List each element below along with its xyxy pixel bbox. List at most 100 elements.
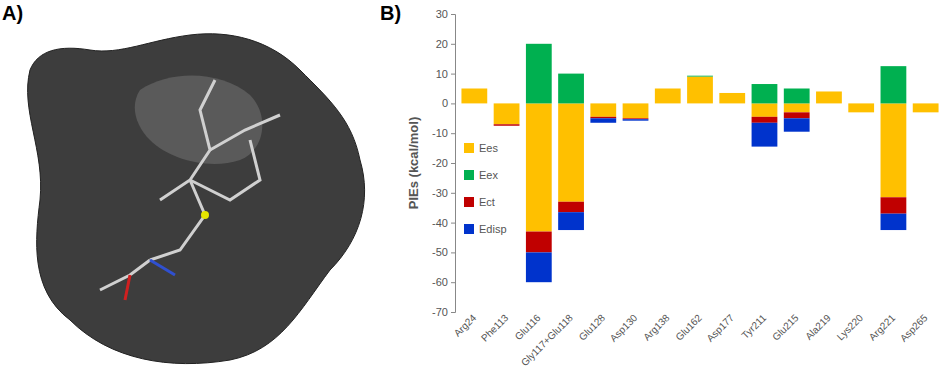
- bar-segment: [816, 91, 842, 103]
- ligand-stick: [210, 115, 280, 150]
- y-tick-label: -10: [432, 127, 448, 139]
- bar-segment: [461, 103, 487, 104]
- legend-item: Eex: [464, 169, 498, 181]
- bar-segment: [655, 103, 681, 104]
- bar-segment: [881, 66, 907, 103]
- x-tick-label: Arg221: [867, 312, 898, 343]
- y-tick-label: 20: [436, 38, 448, 50]
- y-tick: 0: [442, 97, 455, 109]
- x-tick-label: Phe113: [479, 312, 511, 344]
- legend-swatch: [464, 143, 474, 153]
- x-tick: Glu162: [673, 312, 704, 343]
- bar-segment: [558, 202, 584, 212]
- y-tick-mark: [451, 223, 455, 224]
- bar-segment: [913, 103, 939, 104]
- x-tick: Ala219: [803, 312, 833, 342]
- legend-label: Edisp: [479, 223, 507, 235]
- bar-segment: [816, 103, 842, 104]
- bar-segment: [848, 103, 874, 104]
- oxygen-stick: [125, 275, 130, 300]
- bar-segment: [590, 103, 616, 116]
- bar-segment: [526, 103, 552, 231]
- bar-segment: [913, 103, 939, 112]
- bar-segment: [848, 103, 874, 104]
- panel-label: A): [2, 2, 23, 24]
- bar-segment: [752, 103, 778, 116]
- bar-segment: [461, 103, 487, 104]
- ligand-stick: [100, 260, 150, 290]
- series-3: [526, 118, 906, 282]
- bar-segment: [590, 118, 616, 122]
- x-tick-label: Arg24: [452, 312, 479, 339]
- bar-segment: [719, 103, 745, 104]
- bars: [461, 44, 938, 282]
- bar-segment: [494, 103, 520, 124]
- x-tick: Arg221: [867, 312, 898, 343]
- series-1: [526, 44, 906, 104]
- bar-segment: [913, 103, 939, 104]
- y-axis-title: PIEs (kcal/mol): [406, 117, 421, 209]
- bar-segment: [558, 103, 584, 201]
- y-tick-mark: [451, 282, 455, 283]
- y-tick-label: -20: [432, 157, 448, 169]
- bar-segment: [816, 103, 842, 104]
- y-axis: -70 -60 -50 -40 -30 -20 -10 0 10 20 30: [432, 8, 455, 318]
- ligand-stick: [150, 180, 205, 260]
- y-tick-mark: [451, 74, 455, 75]
- x-tick: Glu116: [513, 312, 543, 342]
- legend-item: Ect: [464, 196, 495, 208]
- y-tick-label: -60: [432, 276, 448, 288]
- bar-segment: [494, 103, 520, 104]
- y-tick-label: -30: [432, 187, 448, 199]
- panel-label: B): [380, 2, 401, 24]
- bar-segment: [526, 232, 552, 253]
- bar-segment: [784, 118, 810, 131]
- bar-segment: [752, 117, 778, 123]
- bar-segment: [881, 197, 907, 213]
- series-2: [494, 112, 907, 252]
- y-tick-label: 10: [436, 68, 448, 80]
- figure: A) B) -70 -60 -50 -40 -30 -20 -10 0 10 20 30 PIEs (kc…: [0, 0, 951, 378]
- legend-label: Ees: [479, 142, 498, 154]
- bar-segment: [687, 77, 713, 104]
- bar-segment: [461, 103, 487, 104]
- legend-swatch: [464, 170, 474, 180]
- x-tick-label: Glu162: [673, 312, 704, 343]
- x-tick: Asp177: [704, 312, 736, 344]
- x-tick-label: Glu128: [577, 312, 608, 343]
- bar-segment: [719, 93, 745, 103]
- bar-segment: [881, 103, 907, 197]
- y-tick-label: 0: [442, 97, 448, 109]
- x-tick-label: Asp177: [704, 312, 736, 344]
- y-tick: 20: [436, 38, 455, 50]
- bar-segment: [655, 103, 681, 104]
- y-tick: -50: [432, 246, 455, 258]
- nitrogen-stick: [150, 260, 175, 275]
- legend-swatch: [464, 224, 474, 234]
- bar-segment: [623, 103, 649, 118]
- bar-segment: [655, 89, 681, 104]
- y-tick: -40: [432, 217, 455, 229]
- y-tick: 30: [436, 8, 455, 20]
- bar-segment: [719, 103, 745, 104]
- y-tick: -20: [432, 157, 455, 169]
- bar-segment: [687, 103, 713, 104]
- bar-segment: [784, 89, 810, 104]
- ligand-stick: [160, 80, 215, 200]
- y-tick-mark: [451, 14, 455, 15]
- bar-segment: [687, 103, 713, 104]
- bar-segment: [848, 103, 874, 112]
- y-tick: -70: [432, 306, 455, 318]
- y-tick-mark: [451, 103, 455, 104]
- y-axis-line: [451, 15, 456, 313]
- bar-segment: [719, 103, 745, 104]
- y-tick: -30: [432, 187, 455, 199]
- bar-segment: [623, 103, 649, 104]
- bar-segment: [494, 103, 520, 104]
- x-axis: Arg24Phe113Glu116Gly117+Glu118Glu128Asp1…: [452, 312, 930, 368]
- y-tick-mark: [451, 44, 455, 45]
- x-tick: Tyr211: [739, 312, 768, 341]
- x-tick-label: Glu215: [770, 312, 801, 343]
- bar-segment: [848, 103, 874, 104]
- bar-segment: [881, 214, 907, 230]
